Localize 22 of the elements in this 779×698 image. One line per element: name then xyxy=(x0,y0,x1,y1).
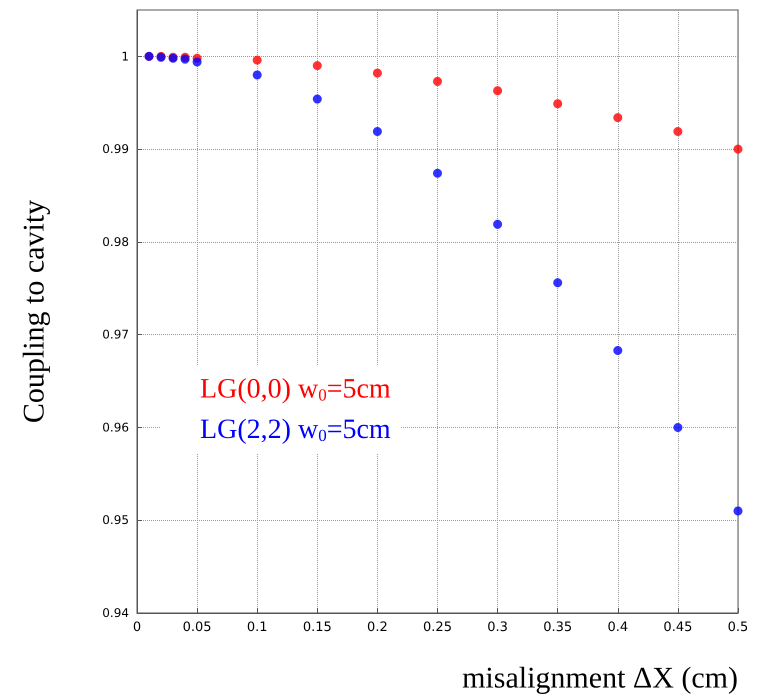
y-tick-label: 0.99 xyxy=(102,142,129,156)
x-tick-label: 0.3 xyxy=(487,620,508,635)
y-tick-label: 1 xyxy=(121,49,129,64)
x-tick-label: 0.4 xyxy=(607,620,628,635)
y-tick-label: 0.96 xyxy=(102,420,129,434)
text: LG(2,2) w0=5cm xyxy=(200,414,391,445)
x-tick-label: 0.2 xyxy=(367,620,388,635)
x-tick-label: 0.25 xyxy=(423,620,452,635)
x-axis-title: misalignment ΔX (cm) xyxy=(462,662,738,694)
x-tick-label: 0.45 xyxy=(663,620,692,635)
x-tick-label: 0.35 xyxy=(543,620,572,635)
y-tick-label: 0.94 xyxy=(102,606,129,620)
text: LG(0,0) w0=5cm xyxy=(200,374,391,404)
y-tick-label: 0.97 xyxy=(102,328,129,342)
y-tick-label: 0.95 xyxy=(102,513,129,528)
x-tick-label: 0 xyxy=(132,620,142,635)
x-tick-label: 0.1 xyxy=(246,620,268,635)
x-tick-label: 0.05 xyxy=(182,620,212,635)
y-tick-label: 0.98 xyxy=(102,234,129,249)
x-tick-label: 0.5 xyxy=(728,620,748,635)
y-axis-title: Coupling to cavity xyxy=(18,200,50,424)
x-tick-label: 0.15 xyxy=(302,620,332,635)
